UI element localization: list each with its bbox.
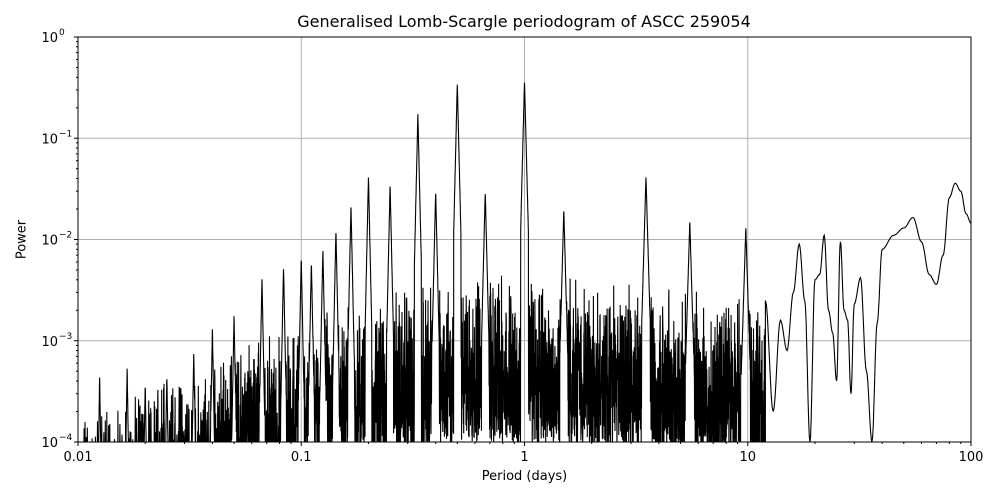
x-axis-label: Period (days) (481, 469, 568, 484)
x-tick-label: 1 (520, 450, 528, 465)
x-tick-label: 10 (739, 450, 756, 465)
svg-text:−1: −1 (59, 129, 72, 139)
svg-text:−4: −4 (59, 433, 73, 443)
y-tick-label: 10 (41, 335, 58, 350)
periodogram-line (83, 82, 971, 442)
x-tick-label: 0.1 (291, 450, 312, 465)
y-tick-label: 10 (41, 31, 58, 46)
chart-title: Generalised Lomb-Scargle periodogram of … (297, 12, 751, 31)
x-tick-label: 100 (959, 450, 984, 465)
y-tick-label: 10 (41, 234, 58, 249)
svg-text:−3: −3 (59, 332, 72, 342)
y-tick-label: 10 (41, 132, 58, 147)
svg-text:0: 0 (59, 28, 65, 38)
svg-text:−2: −2 (59, 231, 72, 241)
y-tick-label: 10 (41, 436, 58, 451)
power-curve (83, 82, 971, 442)
x-tick-label: 0.01 (64, 450, 93, 465)
